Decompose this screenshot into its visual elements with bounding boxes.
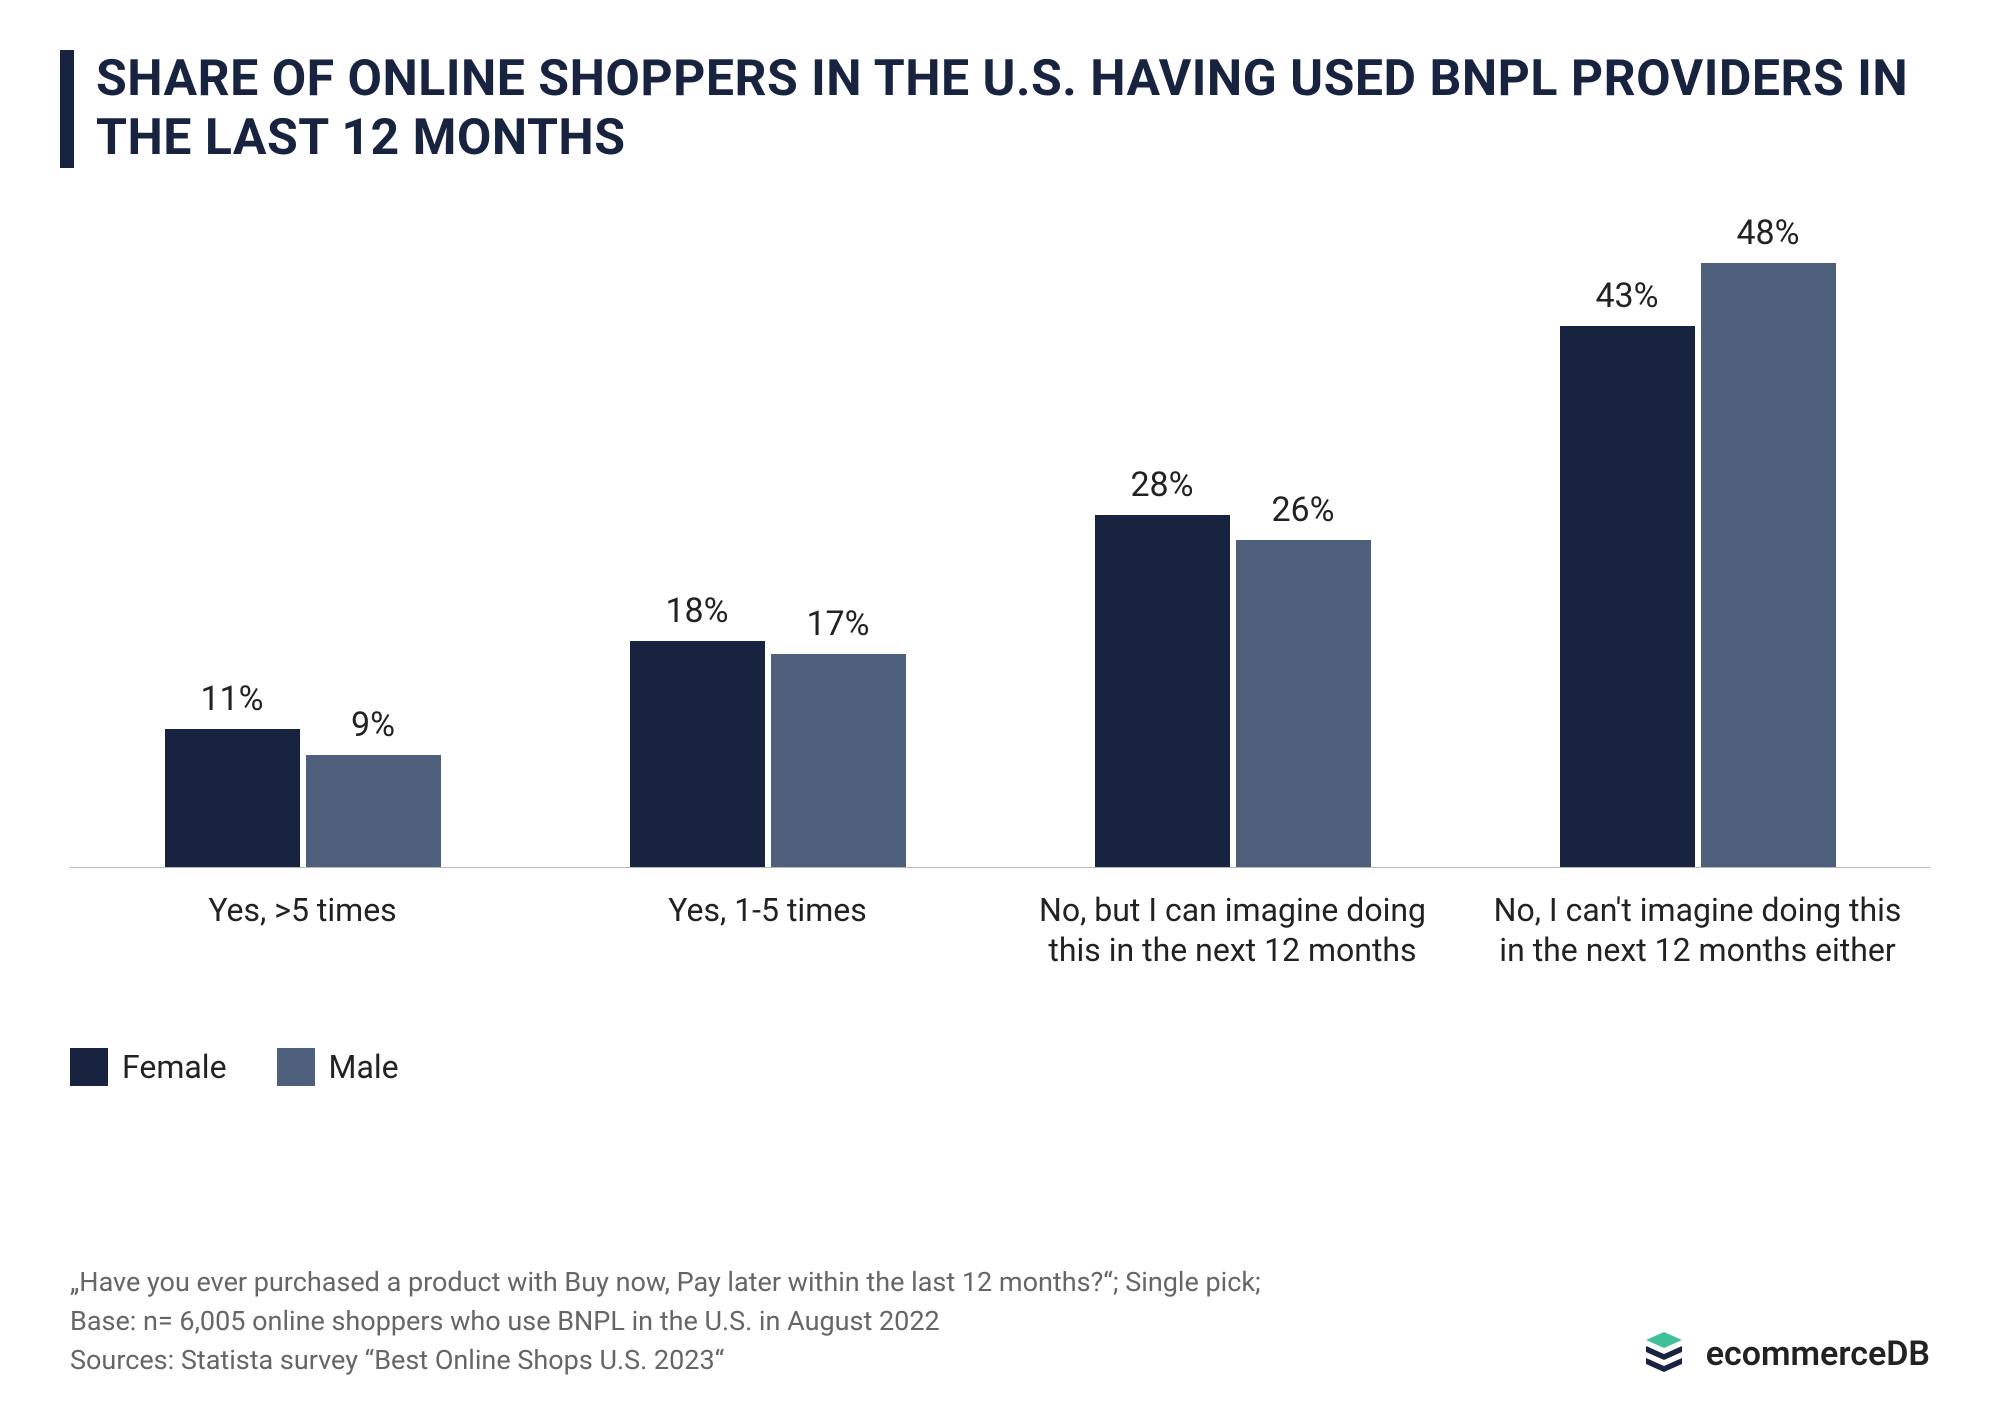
bar-group: 11% 9% bbox=[70, 679, 535, 868]
brand-block: ecommerceDB bbox=[1638, 1328, 1930, 1380]
legend: Female Male bbox=[70, 1048, 1940, 1086]
legend-item-female: Female bbox=[70, 1048, 227, 1086]
bar-value-label: 11% bbox=[200, 679, 263, 719]
brand-name: ecommerceDB bbox=[1706, 1334, 1930, 1374]
legend-swatch bbox=[70, 1048, 108, 1086]
footnote-line: Sources: Statista survey “Best Online Sh… bbox=[70, 1341, 1261, 1380]
bar bbox=[1095, 515, 1230, 868]
bar-value-label: 9% bbox=[351, 705, 395, 745]
title-accent-bar bbox=[60, 50, 74, 168]
bar bbox=[1560, 326, 1695, 868]
bar-value-label: 17% bbox=[806, 604, 869, 644]
x-axis-baseline bbox=[70, 867, 1930, 868]
bar-value-label: 43% bbox=[1595, 276, 1658, 316]
footnote-line: „Have you ever purchased a product with … bbox=[70, 1263, 1261, 1302]
bar-wrap: 11% bbox=[165, 679, 300, 868]
bar-wrap: 18% bbox=[630, 591, 765, 868]
legend-swatch bbox=[277, 1048, 315, 1086]
footer: „Have you ever purchased a product with … bbox=[70, 1263, 1930, 1380]
bar-group: 28% 26% bbox=[1000, 465, 1465, 868]
chart-area: 11%9%18%17%28%26%43%48% Yes, >5 timesYes… bbox=[70, 238, 1930, 1008]
bar bbox=[306, 755, 441, 868]
bar-value-label: 48% bbox=[1736, 213, 1799, 253]
bar-pair: 18% 17% bbox=[630, 591, 906, 868]
bar-pair: 43% 48% bbox=[1560, 213, 1836, 868]
bar-wrap: 48% bbox=[1701, 213, 1836, 868]
x-axis-label: No, but I can imagine doing this in the … bbox=[1000, 878, 1465, 1008]
bar-pair: 11% 9% bbox=[165, 679, 441, 868]
brand-logo-icon bbox=[1638, 1328, 1690, 1380]
bar bbox=[630, 641, 765, 868]
footnotes: „Have you ever purchased a product with … bbox=[70, 1263, 1261, 1380]
bar bbox=[1701, 263, 1836, 868]
chart-title: SHARE OF ONLINE SHOPPERS IN THE U.S. HAV… bbox=[96, 50, 1940, 168]
bar bbox=[771, 654, 906, 868]
bar-pair: 28% 26% bbox=[1095, 465, 1371, 868]
x-axis-label: No, I can't imagine doing this in the ne… bbox=[1465, 878, 1930, 1008]
bar bbox=[165, 729, 300, 868]
bar-groups: 11%9%18%17%28%26%43%48% bbox=[70, 238, 1930, 868]
bar-value-label: 26% bbox=[1271, 490, 1334, 530]
legend-label: Female bbox=[122, 1048, 227, 1086]
bar-wrap: 26% bbox=[1236, 490, 1371, 868]
bar-wrap: 9% bbox=[306, 705, 441, 868]
chart-title-block: SHARE OF ONLINE SHOPPERS IN THE U.S. HAV… bbox=[60, 50, 1940, 168]
bar-group: 18% 17% bbox=[535, 591, 1000, 868]
bar bbox=[1236, 540, 1371, 868]
x-axis-label: Yes, >5 times bbox=[70, 878, 535, 1008]
bar-wrap: 17% bbox=[771, 604, 906, 868]
bar-wrap: 43% bbox=[1560, 276, 1695, 868]
bar-value-label: 18% bbox=[665, 591, 728, 631]
x-axis-label: Yes, 1-5 times bbox=[535, 878, 1000, 1008]
bar-value-label: 28% bbox=[1130, 465, 1193, 505]
bar-wrap: 28% bbox=[1095, 465, 1230, 868]
legend-label: Male bbox=[329, 1048, 399, 1086]
x-axis-labels: Yes, >5 timesYes, 1-5 timesNo, but I can… bbox=[70, 878, 1930, 1008]
legend-item-male: Male bbox=[277, 1048, 399, 1086]
bar-group: 43% 48% bbox=[1465, 213, 1930, 868]
footnote-line: Base: n= 6,005 online shoppers who use B… bbox=[70, 1302, 1261, 1341]
